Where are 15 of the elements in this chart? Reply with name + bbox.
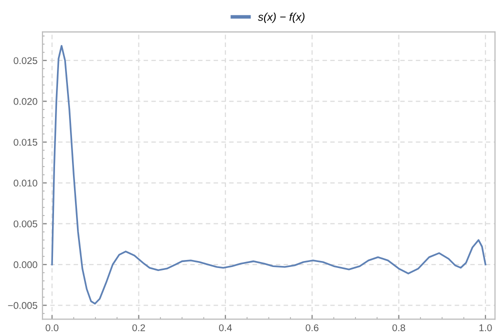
x-tick-label: 0.4	[219, 324, 232, 332]
y-tick-label: 0.025	[14, 57, 38, 64]
y-tick-label: 0.000	[14, 261, 38, 268]
y-tick-label: 0.010	[14, 180, 38, 187]
y-tick-label: 0.005	[14, 220, 38, 228]
x-tick-label: 0.0	[46, 324, 58, 332]
x-tick-label: 0.6	[306, 324, 318, 332]
y-tick-label: −0.005	[8, 302, 38, 309]
legend-label: s(x) − f(x)	[258, 12, 304, 24]
x-tick-label: 1.0	[479, 324, 492, 332]
y-tick-label: 0.020	[14, 98, 38, 105]
y-tick-label: 0.015	[14, 138, 38, 146]
x-tick-label: 0.2	[132, 324, 145, 332]
line-series	[51, 44, 486, 305]
x-tick-label: 0.8	[392, 324, 406, 332]
